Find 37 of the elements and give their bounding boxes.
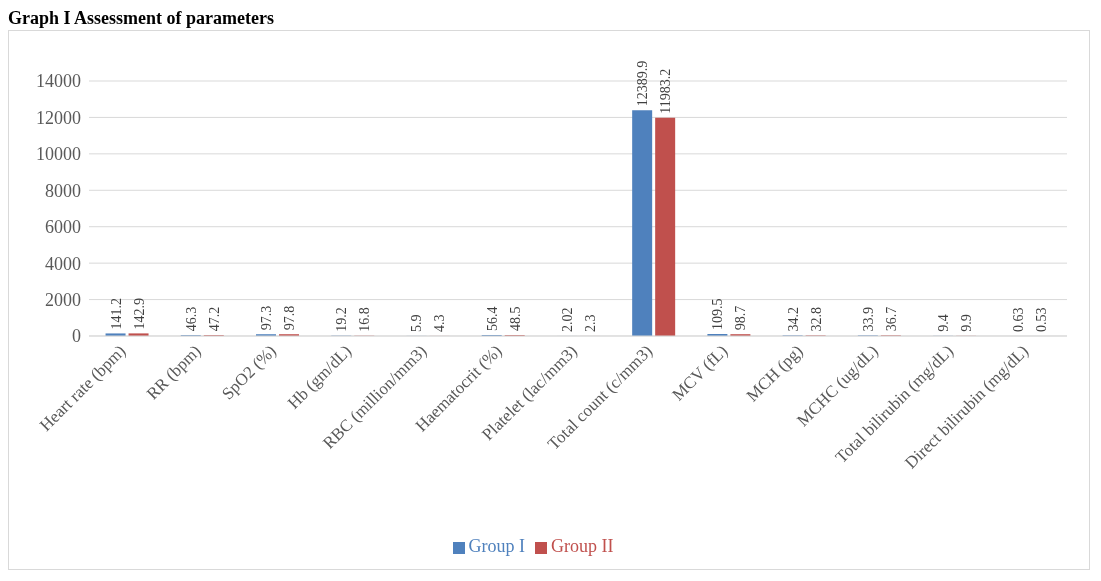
chart-title: Graph I Assessment of parameters [8,8,275,30]
y-tick-label: 14000 [36,71,81,92]
data-label: 97.3 [259,305,275,331]
y-tick-label: 6000 [45,217,81,238]
data-label: 141.2 [108,297,124,330]
data-label: 9.4 [936,314,952,332]
data-label: 16.8 [357,307,373,332]
y-tick-label: 12000 [36,107,81,128]
data-label: 34.2 [785,306,801,332]
y-tick-label: 2000 [45,289,81,310]
data-label: 98.7 [733,305,749,331]
data-label: 46.3 [183,306,199,332]
data-label: 11983.2 [658,68,674,114]
y-tick-label: 10000 [36,144,81,165]
data-label: 47.2 [206,306,222,332]
data-label: 48.5 [507,306,523,332]
data-label: 2.3 [582,314,598,332]
data-label: 0.53 [1034,307,1050,332]
data-label: 32.8 [808,306,824,332]
y-tick-label: 4000 [45,253,81,274]
data-label: 4.3 [432,314,448,332]
data-label: 9.9 [959,314,975,332]
y-tick-label: 8000 [45,180,81,201]
y-tick-label: 0 [72,326,81,347]
data-label: 19.2 [334,307,350,332]
legend-label: Group I [468,536,525,556]
data-label: 2.02 [559,307,575,332]
data-label: 142.9 [131,297,147,330]
data-label: 12389.9 [635,60,651,107]
data-label: 0.63 [1011,307,1027,332]
data-label: 5.9 [409,314,425,332]
data-label: 36.7 [883,306,899,332]
data-label: 109.5 [710,298,726,331]
data-label: 33.9 [860,306,876,332]
legend-label: Group II [551,536,614,556]
data-label: 56.4 [484,306,500,331]
data-label: 97.8 [282,305,298,331]
